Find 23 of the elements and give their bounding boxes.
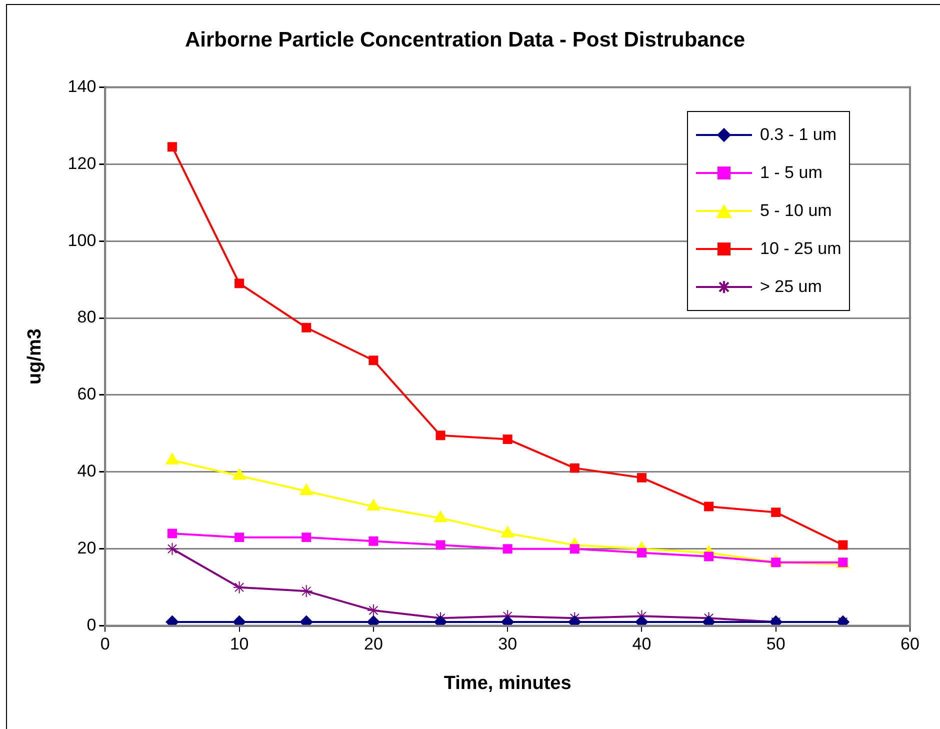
legend-label: 1 - 5 um (760, 163, 822, 184)
y-tick-label: 80 (77, 308, 96, 327)
y-tick-label: 40 (77, 462, 96, 481)
legend-label: 0.3 - 1 um (760, 125, 837, 146)
x-tick-label: 30 (498, 634, 518, 654)
y-tick-label: 60 (77, 384, 96, 404)
x-axis-title: Time, minutes (444, 672, 572, 694)
legend-label: 5 - 10 um (760, 201, 832, 222)
y-axis-title: ug/m3 (24, 328, 46, 384)
y-tick-label: 120 (68, 154, 96, 173)
x-tick-label: 20 (364, 634, 383, 654)
y-tick-label: 100 (68, 230, 96, 250)
y-tick-label: 140 (68, 76, 96, 96)
x-tick-label: 50 (766, 634, 786, 654)
legend-label: > 25 um (760, 277, 822, 298)
y-tick-label: 0 (86, 615, 96, 634)
x-tick-label: 60 (900, 634, 920, 654)
chart-title: Airborne Particle Concentration Data - Post Distrubance (184, 28, 746, 52)
x-tick-label: 0 (100, 634, 110, 654)
legend-label: 10 - 25 um (760, 239, 842, 260)
x-tick-label: 40 (632, 634, 652, 654)
y-tick-label: 20 (77, 538, 96, 558)
x-tick-label: 10 (230, 634, 249, 654)
